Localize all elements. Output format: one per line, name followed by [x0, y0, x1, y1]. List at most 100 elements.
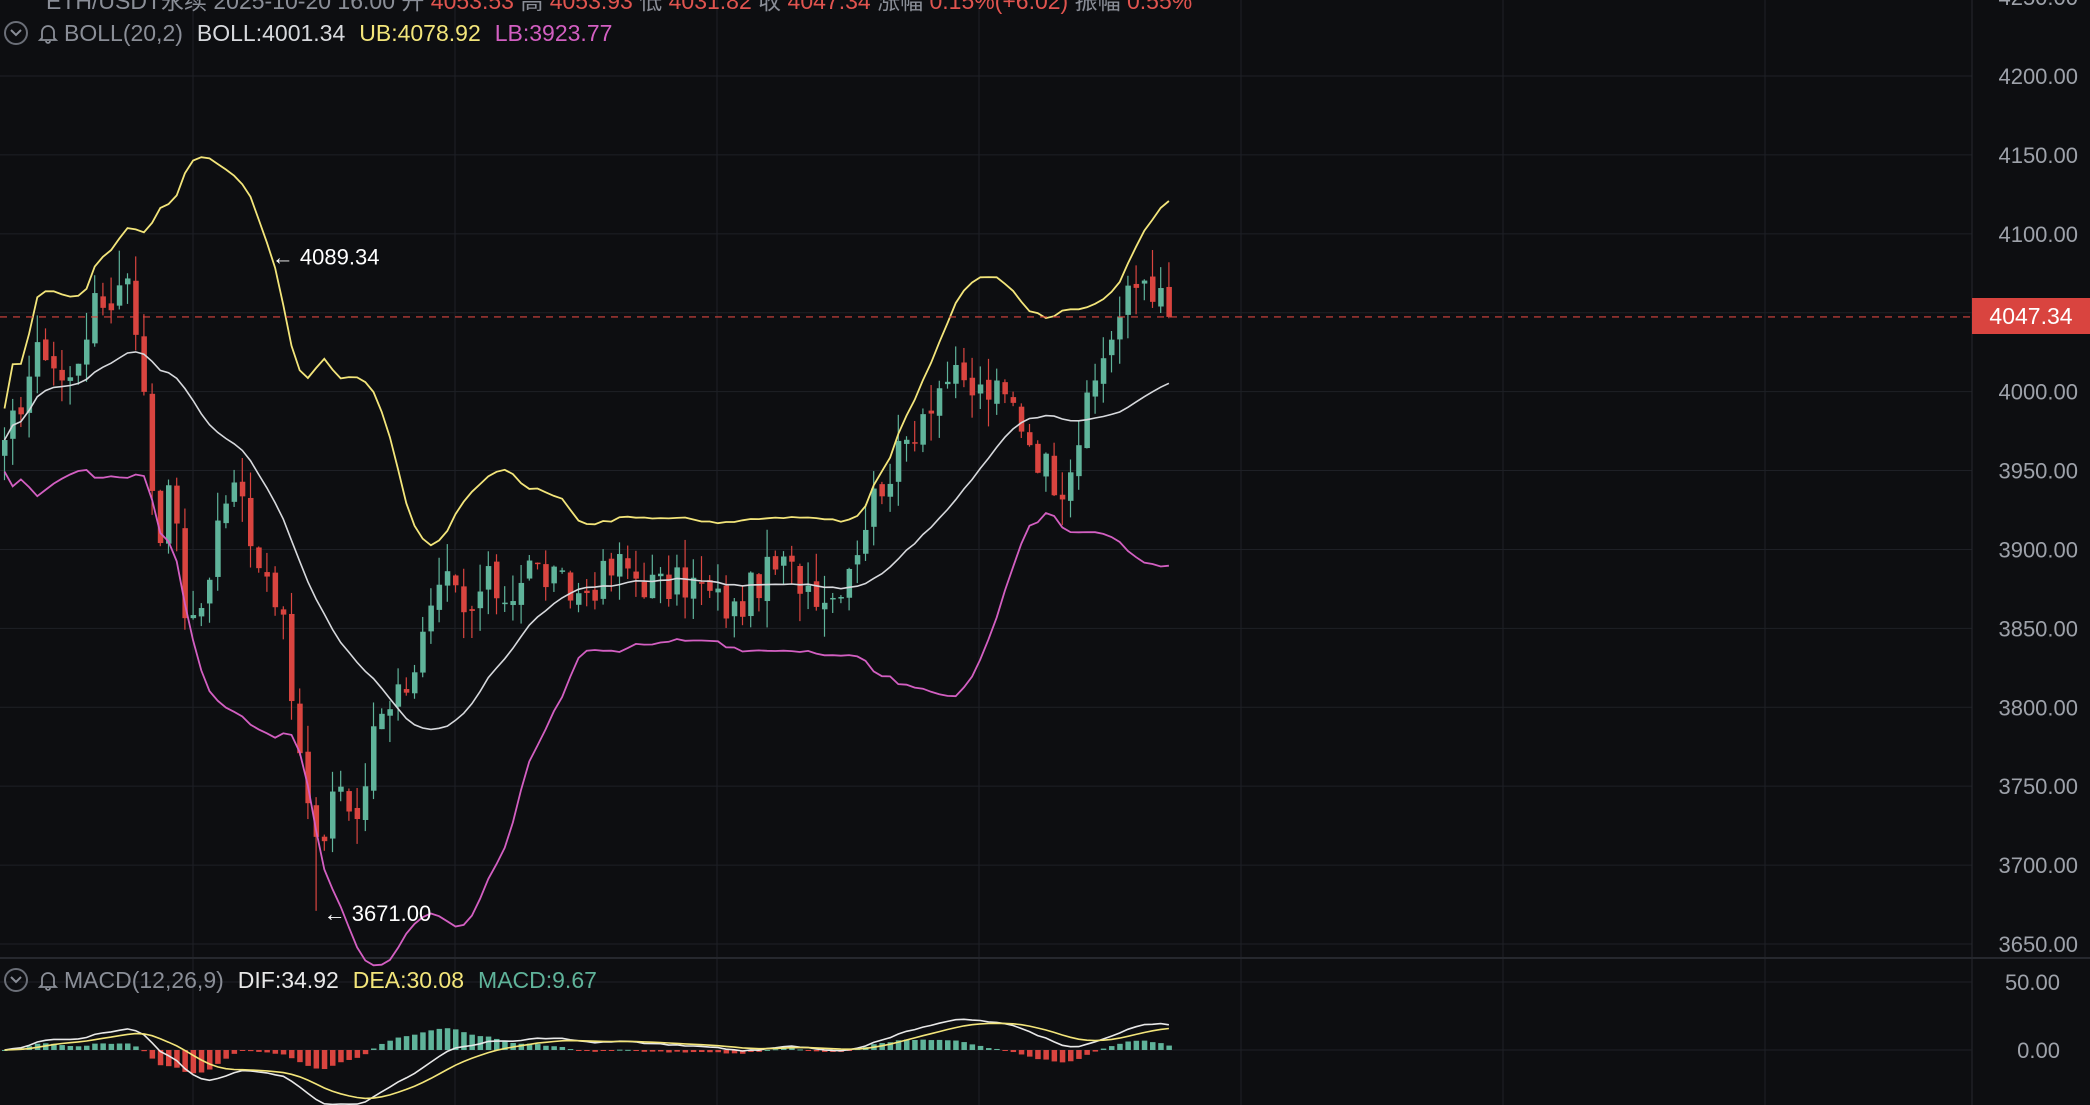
macd-bar	[797, 1049, 803, 1051]
candle-body	[354, 807, 361, 820]
macd-bar	[707, 1050, 713, 1053]
macd-bar	[354, 1050, 361, 1058]
macd-bar	[715, 1050, 721, 1053]
macd-bar	[387, 1040, 393, 1050]
macd-bar	[108, 1043, 115, 1050]
candle-body	[2, 440, 8, 456]
macd-bar	[403, 1036, 410, 1050]
candles	[2, 250, 1172, 911]
macd-dea-line	[4, 1022, 1169, 1100]
macd-bar	[633, 1050, 639, 1051]
macd-bar	[805, 1050, 812, 1051]
bell-icon[interactable]	[36, 21, 60, 45]
macd-hist-value: MACD:9.67	[478, 966, 597, 993]
candle-body	[928, 410, 935, 414]
candle-body	[182, 528, 188, 619]
macd-bar	[723, 1050, 730, 1054]
candle-body	[141, 336, 147, 392]
candle-body	[904, 439, 910, 444]
macd-bar	[813, 1050, 820, 1052]
macd-bar	[116, 1043, 123, 1050]
candle-body	[731, 601, 738, 617]
macd-bar	[904, 1039, 910, 1050]
candle-body	[805, 585, 812, 592]
bell-icon[interactable]	[36, 968, 60, 992]
candle-body	[1158, 288, 1164, 307]
macd-bar	[141, 1050, 147, 1052]
macd-bar	[469, 1034, 475, 1050]
candle-body	[362, 786, 369, 820]
macd-bar	[231, 1050, 238, 1054]
candle-body	[649, 574, 656, 599]
candle-body	[912, 442, 918, 444]
candle-body	[149, 393, 156, 491]
macd-bar	[215, 1050, 221, 1064]
macd-bar	[436, 1028, 443, 1050]
candle-body	[1076, 445, 1082, 477]
macd-bar	[1035, 1050, 1041, 1060]
price-tick-label: 4200.00	[1998, 64, 2078, 89]
macd-bar	[1068, 1050, 1074, 1062]
candle-body	[723, 585, 730, 619]
candle-body	[1133, 283, 1140, 288]
macd-bar	[92, 1043, 98, 1050]
high-marker-label: ← 4089.34	[272, 245, 380, 270]
candle-body	[518, 582, 525, 605]
candle-body	[125, 278, 131, 285]
macd-bar	[502, 1041, 508, 1050]
candle-body	[1141, 280, 1148, 284]
candle-body	[494, 561, 500, 599]
candle-body	[92, 293, 98, 344]
macd-bar	[690, 1050, 697, 1053]
macd-bar	[928, 1040, 935, 1050]
macd-bar	[125, 1043, 131, 1050]
macd-bar	[313, 1050, 320, 1069]
macd-bar	[305, 1050, 311, 1066]
macd-bar	[223, 1050, 229, 1059]
price-tick-label: 3950.00	[1998, 459, 2078, 484]
macd-bar	[1100, 1048, 1107, 1050]
macd-bar	[699, 1050, 705, 1052]
macd-bar	[198, 1050, 205, 1073]
collapse-macd-button[interactable]	[4, 968, 28, 992]
collapse-boll-button[interactable]	[4, 21, 28, 45]
macd-dif-value: DIF:34.92	[237, 966, 339, 993]
candle-body	[625, 558, 631, 569]
candle-body	[387, 709, 393, 716]
candle-body	[223, 503, 229, 524]
candle-body	[699, 582, 705, 584]
macd-bar	[453, 1029, 459, 1050]
candle-body	[600, 560, 607, 599]
macd-bar	[994, 1048, 1000, 1050]
macd-bar	[641, 1050, 648, 1052]
candle-body	[248, 497, 254, 547]
candle-body	[207, 579, 213, 604]
high-value: 4053.93	[549, 0, 633, 14]
macd-bar	[1158, 1043, 1164, 1050]
macd-bar	[748, 1050, 754, 1052]
macd-tick-label: 50.00	[2005, 970, 2060, 995]
macd-bar	[617, 1049, 623, 1051]
close-label: 收	[758, 0, 782, 14]
macd-bar	[592, 1050, 598, 1052]
macd-bar	[338, 1050, 344, 1063]
macd-bar	[666, 1050, 672, 1053]
macd-bar	[1109, 1046, 1115, 1050]
candle-body	[854, 555, 861, 565]
macd-bar	[1027, 1050, 1033, 1057]
candle-body	[830, 597, 836, 600]
candle-body	[321, 836, 328, 842]
symbol-text: ETH/USDT永续 2025-10-20 16:00	[46, 0, 395, 14]
macd-bar	[182, 1050, 188, 1072]
candle-body	[379, 713, 385, 730]
macd-bar	[100, 1043, 106, 1050]
candle-body	[1035, 443, 1041, 473]
candle-body	[346, 791, 352, 812]
price-tick-label: 3700.00	[1998, 853, 2078, 878]
change-label: 涨幅	[877, 0, 924, 14]
macd-bar	[1002, 1050, 1008, 1051]
candle-body	[371, 726, 377, 791]
macd-legend: MACD(12,26,9) DIF:34.92 DEA:30.08 MACD:9…	[0, 963, 611, 997]
